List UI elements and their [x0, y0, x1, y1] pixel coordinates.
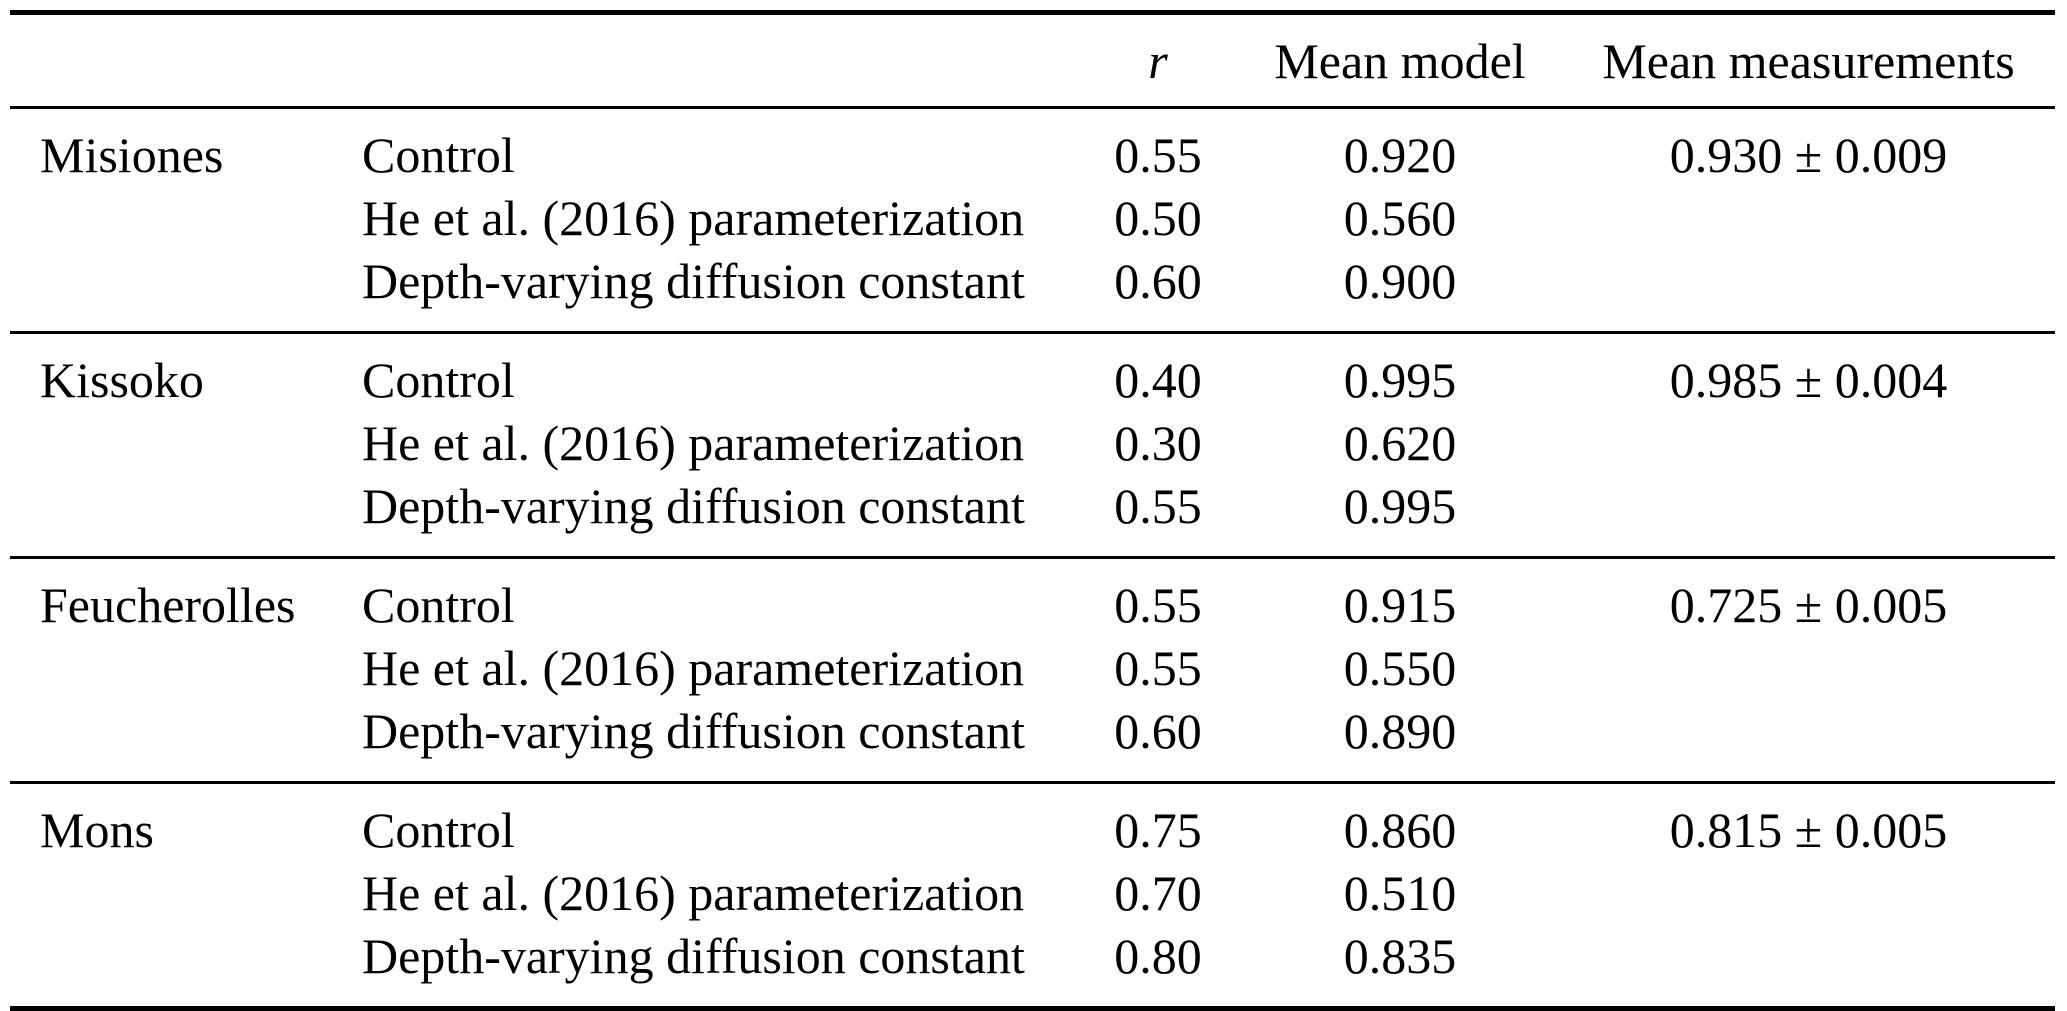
table-row: Depth-varying diffusion constant 0.60 0.… — [10, 700, 2055, 783]
results-table: r Mean model Mean measurements Misiones … — [10, 10, 2055, 1011]
table-row: Depth-varying diffusion constant 0.55 0.… — [10, 475, 2055, 558]
col-site-header — [10, 13, 362, 108]
table-row: Feucherolles Control 0.55 0.915 0.725 ± … — [10, 558, 2055, 638]
r-value-cell: 0.40 — [1114, 352, 1202, 408]
r-value-cell: 0.80 — [1114, 928, 1202, 984]
col-mean-model-header: Mean model — [1274, 32, 1526, 89]
mean-model-cell: 0.835 — [1343, 928, 1457, 984]
mean-model-cell: 0.510 — [1343, 865, 1457, 921]
mean-model-cell: 0.920 — [1343, 127, 1457, 183]
mean-model-cell: 0.995 — [1343, 352, 1457, 408]
site-cell: Mons — [40, 802, 154, 858]
group-mons: Mons Control 0.75 0.860 0.815 ± 0.005 He… — [10, 783, 2055, 1009]
col-mean-measurements-header: Mean measurements — [1602, 32, 2015, 89]
table-row: Depth-varying diffusion constant 0.60 0.… — [10, 250, 2055, 333]
site-cell: Feucherolles — [40, 577, 296, 633]
r-value-cell: 0.55 — [1114, 478, 1202, 534]
col-r-header: r — [1148, 32, 1168, 89]
r-value-cell: 0.55 — [1114, 127, 1202, 183]
mean-model-cell: 0.900 — [1343, 253, 1457, 309]
table-row: Kissoko Control 0.40 0.995 0.985 ± 0.004 — [10, 333, 2055, 413]
scenario-cell: Control — [362, 802, 515, 858]
table-row: He et al. (2016) parameterization 0.50 0… — [10, 187, 2055, 250]
mean-measurements-cell: 0.985 ± 0.004 — [1669, 352, 1948, 408]
table-row: He et al. (2016) parameterization 0.70 0… — [10, 862, 2055, 925]
scenario-cell: He et al. (2016) parameterization — [362, 640, 1025, 696]
mean-measurements-cell: 0.725 ± 0.005 — [1669, 577, 1948, 633]
site-cell: Kissoko — [40, 352, 204, 408]
r-value-cell: 0.55 — [1114, 640, 1202, 696]
r-value-cell: 0.55 — [1114, 577, 1202, 633]
mean-model-cell: 0.890 — [1343, 703, 1457, 759]
mean-model-cell: 0.995 — [1343, 478, 1457, 534]
table-row: He et al. (2016) parameterization 0.30 0… — [10, 412, 2055, 475]
col-scenario-header — [362, 13, 1078, 108]
scenario-cell: Control — [362, 577, 515, 633]
table-row: He et al. (2016) parameterization 0.55 0… — [10, 637, 2055, 700]
mean-measurements-cell: 0.815 ± 0.005 — [1669, 802, 1948, 858]
header-row: r Mean model Mean measurements — [10, 13, 2055, 108]
mean-model-cell: 0.550 — [1343, 640, 1457, 696]
r-value-cell: 0.75 — [1114, 802, 1202, 858]
mean-model-cell: 0.860 — [1343, 802, 1457, 858]
scenario-cell: Control — [362, 127, 515, 183]
group-misiones: Misiones Control 0.55 0.920 0.930 ± 0.00… — [10, 108, 2055, 333]
group-feucherolles: Feucherolles Control 0.55 0.915 0.725 ± … — [10, 558, 2055, 783]
r-value-cell: 0.60 — [1114, 703, 1202, 759]
group-kissoko: Kissoko Control 0.40 0.995 0.985 ± 0.004… — [10, 333, 2055, 558]
table-row: Mons Control 0.75 0.860 0.815 ± 0.005 — [10, 783, 2055, 863]
scenario-cell: Depth-varying diffusion constant — [362, 478, 1025, 534]
mean-model-cell: 0.915 — [1343, 577, 1457, 633]
mean-model-cell: 0.560 — [1343, 190, 1457, 246]
scenario-cell: He et al. (2016) parameterization — [362, 865, 1025, 921]
table-row: Depth-varying diffusion constant 0.80 0.… — [10, 925, 2055, 1009]
site-cell: Misiones — [40, 127, 224, 183]
scenario-cell: Control — [362, 352, 515, 408]
scenario-cell: Depth-varying diffusion constant — [362, 253, 1025, 309]
scenario-cell: He et al. (2016) parameterization — [362, 415, 1025, 471]
table-row: Misiones Control 0.55 0.920 0.930 ± 0.00… — [10, 108, 2055, 188]
scenario-cell: Depth-varying diffusion constant — [362, 703, 1025, 759]
mean-model-cell: 0.620 — [1343, 415, 1457, 471]
scenario-cell: Depth-varying diffusion constant — [362, 928, 1025, 984]
r-value-cell: 0.70 — [1114, 865, 1202, 921]
r-value-cell: 0.60 — [1114, 253, 1202, 309]
table-header: r Mean model Mean measurements — [10, 13, 2055, 108]
r-value-cell: 0.50 — [1114, 190, 1202, 246]
scenario-cell: He et al. (2016) parameterization — [362, 190, 1025, 246]
mean-measurements-cell: 0.930 ± 0.009 — [1669, 127, 1948, 183]
r-value-cell: 0.30 — [1114, 415, 1202, 471]
